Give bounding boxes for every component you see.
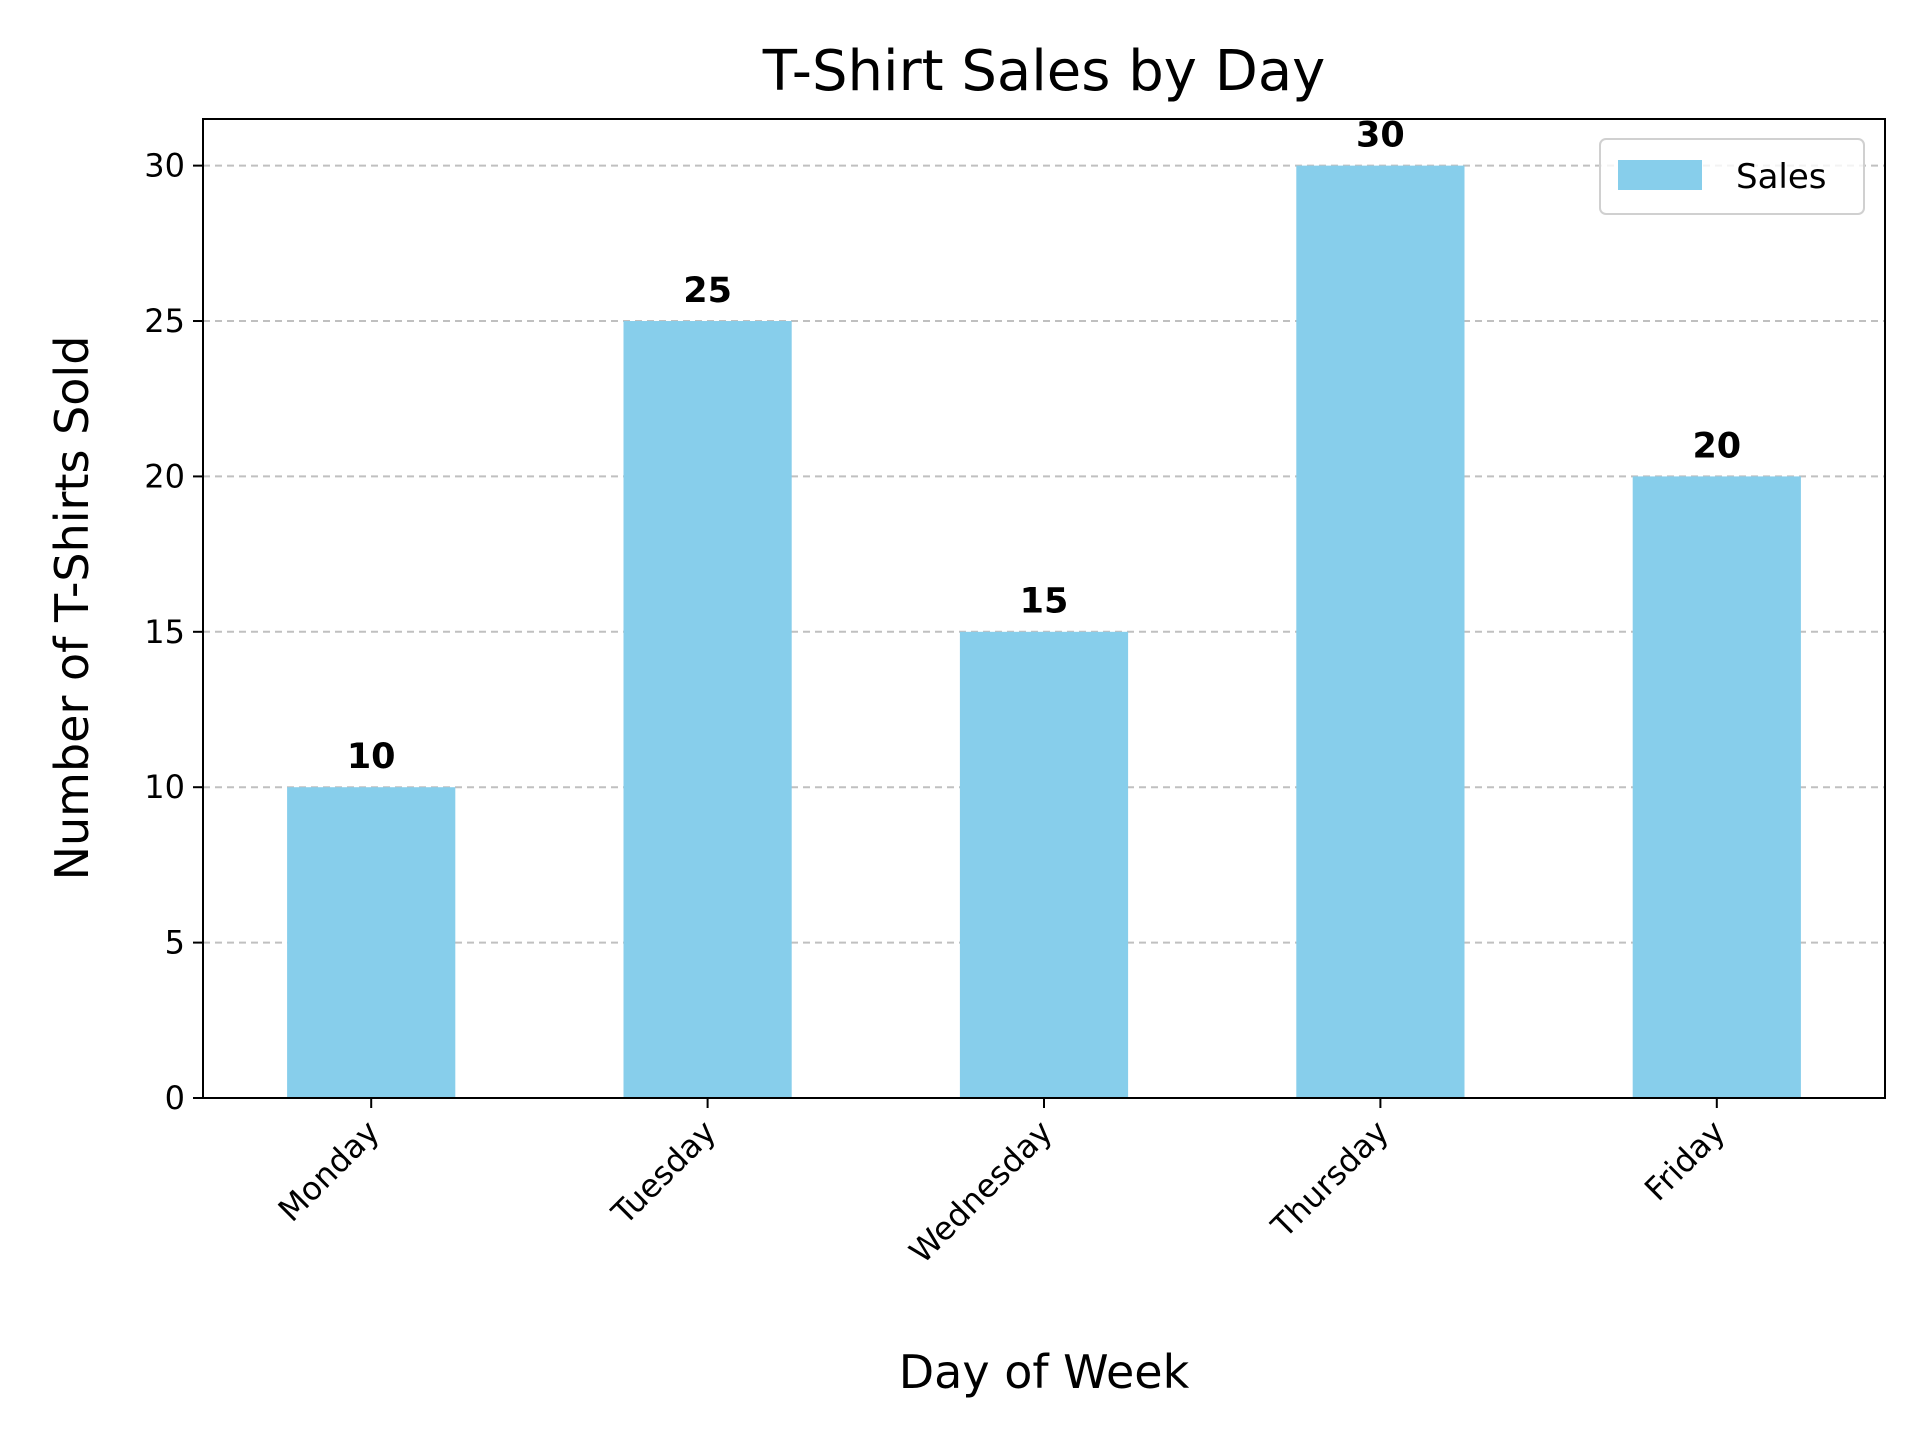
bars xyxy=(287,165,1801,1099)
chart-title: T-Shirt Sales by Day xyxy=(762,39,1326,104)
y-tick-label: 5 xyxy=(165,924,185,962)
bar-tuesday xyxy=(623,321,792,1098)
y-tick-label: 25 xyxy=(144,302,185,340)
bar-friday xyxy=(1632,476,1801,1098)
legend-label-sales: Sales xyxy=(1736,157,1827,197)
data-label-thursday: 30 xyxy=(1356,116,1405,156)
bar-monday xyxy=(287,787,456,1098)
data-label-tuesday: 25 xyxy=(683,271,732,311)
data-label-friday: 20 xyxy=(1692,426,1741,466)
legend-swatch-sales xyxy=(1618,160,1702,190)
y-tick-label: 15 xyxy=(144,613,185,651)
y-axis-ticks: 0 5 10 15 20 25 30 xyxy=(144,147,203,1117)
data-label-wednesday: 15 xyxy=(1020,582,1069,622)
legend-frame xyxy=(1599,138,1865,215)
legend: Sales xyxy=(1599,138,1865,215)
bar-thursday xyxy=(1296,165,1465,1099)
y-axis-label: Number of T-Shirts Sold xyxy=(45,336,99,881)
y-tick-label: 20 xyxy=(144,457,185,495)
y-tick-label: 0 xyxy=(165,1079,185,1117)
y-tick-label: 10 xyxy=(144,768,185,806)
data-label-monday: 10 xyxy=(347,737,396,777)
bar-wednesday xyxy=(959,631,1129,1098)
x-axis-label: Day of Week xyxy=(899,1345,1190,1399)
data-labels: 10 25 15 30 20 xyxy=(347,116,1741,778)
y-tick-label: 30 xyxy=(144,147,185,185)
